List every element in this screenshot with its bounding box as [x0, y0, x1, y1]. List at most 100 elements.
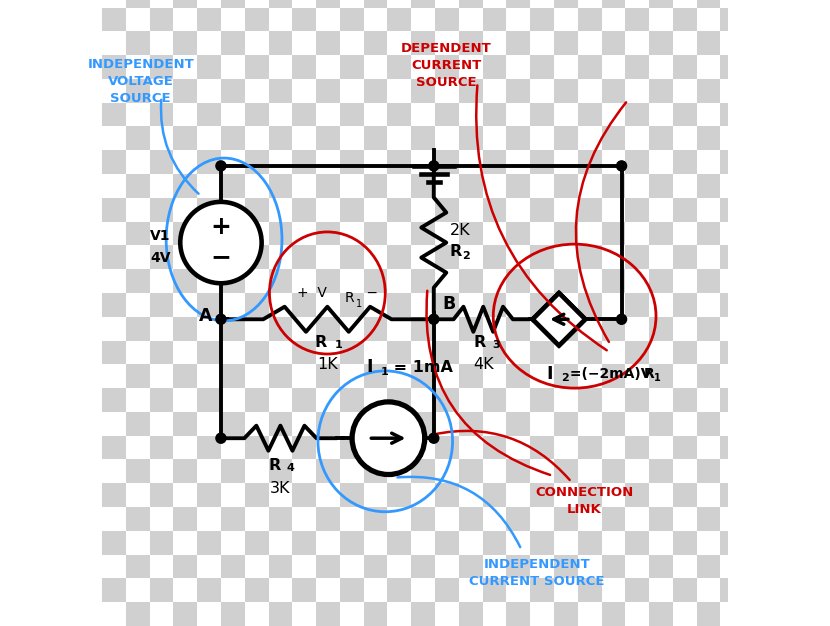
- Bar: [720, 293, 745, 317]
- Text: +: +: [211, 215, 232, 239]
- Bar: [245, 198, 269, 222]
- Bar: [554, 483, 578, 507]
- Bar: [388, 174, 411, 198]
- Bar: [388, 245, 411, 269]
- Bar: [364, 531, 388, 555]
- Bar: [221, 341, 245, 364]
- Bar: [173, 555, 198, 578]
- Bar: [649, 8, 673, 31]
- Text: CONNECTION
LINK: CONNECTION LINK: [535, 486, 633, 516]
- Bar: [482, 222, 506, 245]
- Bar: [506, 79, 530, 103]
- Bar: [530, 0, 554, 8]
- Bar: [673, 174, 696, 198]
- Bar: [364, 0, 388, 8]
- Bar: [292, 531, 316, 555]
- Text: INDEPENDENT
VOLTAGE
SOURCE: INDEPENDENT VOLTAGE SOURCE: [87, 58, 194, 105]
- Bar: [173, 459, 198, 483]
- Bar: [221, 150, 245, 174]
- Bar: [720, 459, 745, 483]
- Bar: [720, 269, 745, 293]
- Bar: [339, 483, 364, 507]
- Bar: [602, 245, 625, 269]
- Bar: [339, 126, 364, 150]
- Text: INDEPENDENT
CURRENT SOURCE: INDEPENDENT CURRENT SOURCE: [469, 558, 605, 588]
- Bar: [198, 245, 221, 269]
- Bar: [149, 364, 173, 388]
- Bar: [506, 578, 530, 602]
- Bar: [625, 79, 649, 103]
- Bar: [578, 531, 602, 555]
- Bar: [482, 31, 506, 55]
- Bar: [411, 364, 435, 388]
- Bar: [245, 103, 269, 126]
- Bar: [221, 31, 245, 55]
- Bar: [198, 317, 221, 341]
- Text: DEPENDENT
CURRENT
SOURCE: DEPENDENT CURRENT SOURCE: [401, 42, 491, 90]
- Bar: [316, 55, 339, 79]
- Bar: [269, 31, 292, 55]
- Bar: [696, 507, 720, 531]
- Bar: [696, 103, 720, 126]
- Bar: [459, 555, 482, 578]
- Bar: [720, 364, 745, 388]
- Bar: [482, 293, 506, 317]
- Bar: [388, 531, 411, 555]
- Bar: [388, 602, 411, 626]
- Bar: [578, 317, 602, 341]
- Bar: [482, 269, 506, 293]
- Bar: [173, 150, 198, 174]
- Bar: [316, 103, 339, 126]
- Bar: [339, 174, 364, 198]
- Bar: [554, 174, 578, 198]
- Bar: [102, 364, 126, 388]
- Bar: [530, 174, 554, 198]
- Bar: [269, 269, 292, 293]
- Bar: [411, 31, 435, 55]
- Bar: [339, 8, 364, 31]
- Bar: [126, 578, 149, 602]
- Bar: [292, 412, 316, 436]
- Bar: [530, 602, 554, 626]
- Bar: [411, 150, 435, 174]
- Bar: [506, 436, 530, 459]
- Bar: [578, 103, 602, 126]
- Bar: [578, 245, 602, 269]
- Bar: [435, 198, 459, 222]
- Bar: [435, 150, 459, 174]
- Bar: [149, 293, 173, 317]
- Bar: [364, 507, 388, 531]
- Bar: [506, 198, 530, 222]
- Bar: [173, 0, 198, 8]
- Bar: [221, 198, 245, 222]
- Bar: [388, 79, 411, 103]
- Bar: [269, 436, 292, 459]
- Bar: [364, 459, 388, 483]
- Bar: [696, 459, 720, 483]
- Bar: [316, 555, 339, 578]
- Bar: [745, 103, 768, 126]
- Bar: [435, 578, 459, 602]
- Bar: [149, 317, 173, 341]
- Bar: [245, 222, 269, 245]
- Bar: [459, 483, 482, 507]
- Bar: [673, 269, 696, 293]
- Bar: [696, 341, 720, 364]
- Bar: [388, 507, 411, 531]
- Circle shape: [429, 314, 439, 324]
- Bar: [649, 174, 673, 198]
- Bar: [602, 507, 625, 531]
- Bar: [364, 364, 388, 388]
- Bar: [221, 531, 245, 555]
- Bar: [292, 126, 316, 150]
- Bar: [316, 341, 339, 364]
- Bar: [364, 436, 388, 459]
- Bar: [554, 578, 578, 602]
- Bar: [578, 555, 602, 578]
- Bar: [530, 364, 554, 388]
- Bar: [388, 364, 411, 388]
- Bar: [292, 174, 316, 198]
- Bar: [126, 126, 149, 150]
- Bar: [554, 79, 578, 103]
- Bar: [149, 459, 173, 483]
